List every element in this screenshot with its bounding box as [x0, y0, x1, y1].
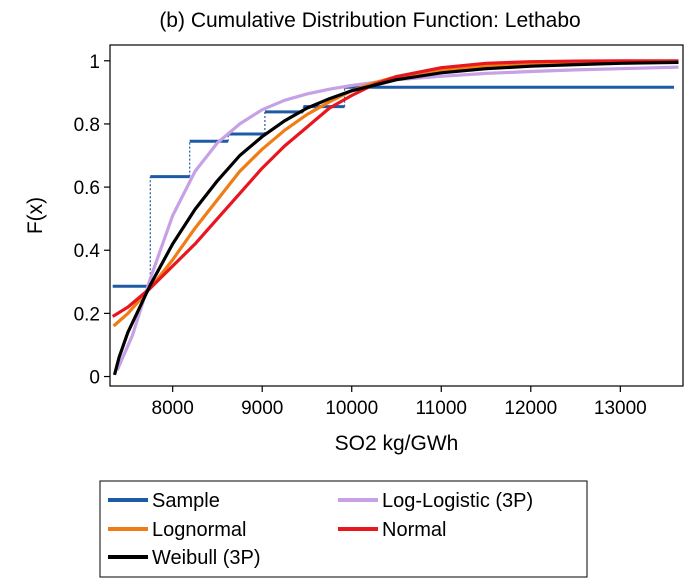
y-tick-label: 0.8: [74, 115, 100, 136]
series-lognormal: [112, 59, 679, 328]
legend-label: Lognormal: [152, 519, 247, 541]
plot-frame: [109, 44, 684, 387]
curve-lognormal: [112, 59, 679, 328]
y-tick-label: 0.6: [74, 178, 100, 199]
curve-normal: [111, 59, 679, 318]
y-tick-label: 0.4: [74, 241, 101, 262]
x-tick-label: 8000: [152, 398, 194, 419]
legend-label: Normal: [382, 519, 446, 541]
axis-layer: 8000 9000 10000 11000 12000 13000 0 0.2 0.4 0.6 0.…: [74, 52, 647, 419]
legend-label: Sample: [152, 490, 220, 512]
series-sample: [112, 85, 675, 288]
x-axis-label: SO2 kg/GWh: [335, 432, 459, 455]
x-tick-label: 9000: [241, 398, 283, 419]
legend-label: Log-Logistic (3P): [382, 490, 533, 512]
x-tick-label: 10000: [325, 398, 378, 419]
series-normal: [111, 59, 679, 318]
series-weibull-3p: [112, 60, 679, 376]
legend: Sample Log-Logistic (3P) Lognormal Normal We…: [99, 480, 588, 578]
series-log-logistic-3p: [115, 65, 679, 371]
x-tick-label: 13000: [594, 398, 647, 419]
x-tick-label: 12000: [504, 398, 557, 419]
legend-label: Weibull (3P): [152, 547, 261, 569]
y-tick-label: 0.2: [74, 304, 100, 325]
curve-weibull-3p: [112, 60, 679, 376]
x-tick-label: 11000: [416, 398, 467, 419]
series-layer: [111, 59, 679, 376]
curve-log-logistic-3p: [115, 65, 679, 371]
y-tick-label: 0: [89, 368, 100, 389]
y-tick-label: 1: [89, 52, 100, 73]
chart-title: (b) Cumulative Distribution Function: Le…: [159, 9, 580, 32]
y-axis-label: F(x): [24, 197, 47, 234]
